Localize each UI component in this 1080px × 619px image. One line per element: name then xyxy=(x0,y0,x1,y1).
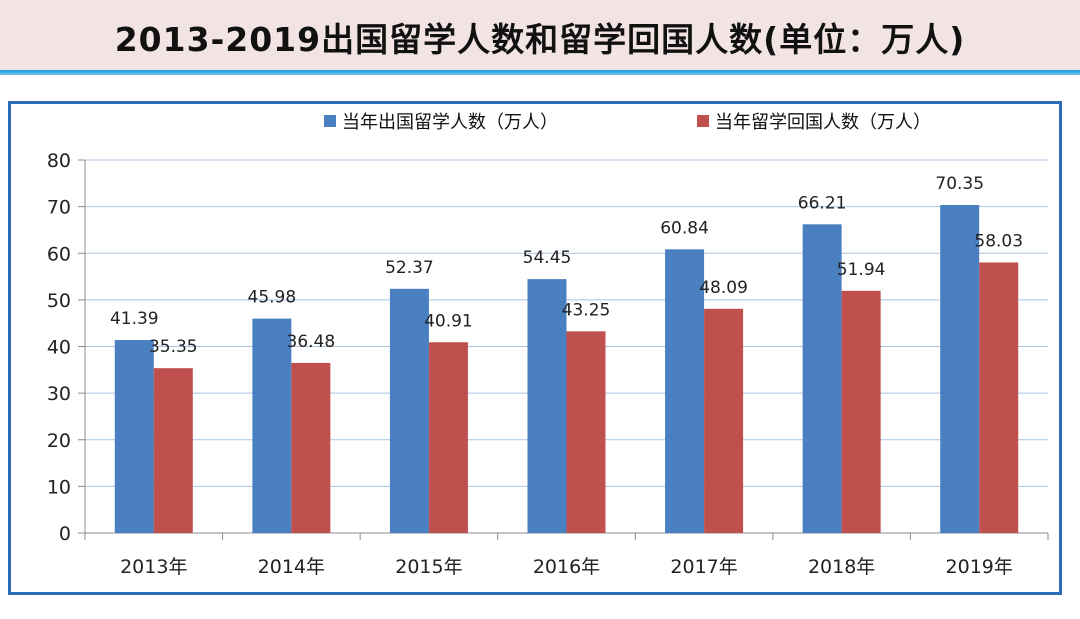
title-band xyxy=(0,0,1080,72)
bar-outbound xyxy=(802,224,842,533)
title-underline xyxy=(0,70,1080,75)
bar-returned xyxy=(979,262,1019,533)
bar-outbound xyxy=(665,249,705,533)
bar-returned xyxy=(428,342,468,533)
y-tick-label: 80 xyxy=(47,150,71,172)
page-title: 2013-2019出国留学人数和留学回国人数(单位：万人) xyxy=(114,20,966,59)
bar-outbound xyxy=(114,340,154,533)
data-label: 60.84 xyxy=(660,218,709,238)
x-tick-label: 2018年 xyxy=(808,556,875,578)
y-tick-label: 40 xyxy=(47,337,71,359)
data-label: 66.21 xyxy=(798,193,847,213)
y-tick-label: 20 xyxy=(47,430,71,452)
legend-swatch xyxy=(697,115,709,127)
x-tick-label: 2015年 xyxy=(395,556,462,578)
legend-swatch xyxy=(324,115,336,127)
x-tick-label: 2013年 xyxy=(120,556,187,578)
bar-outbound xyxy=(940,204,980,534)
y-tick-label: 10 xyxy=(47,476,71,498)
bar-outbound xyxy=(252,318,292,533)
bar-outbound xyxy=(527,279,567,533)
bar-returned xyxy=(841,290,881,533)
data-label: 58.03 xyxy=(974,231,1023,251)
data-label: 70.35 xyxy=(935,174,984,194)
x-tick-label: 2017年 xyxy=(670,556,737,578)
data-label: 43.25 xyxy=(562,300,611,320)
x-tick-label: 2016年 xyxy=(533,556,600,578)
data-label: 52.37 xyxy=(385,258,434,278)
data-label: 54.45 xyxy=(523,248,572,268)
y-tick-label: 30 xyxy=(47,383,71,405)
x-tick-label: 2014年 xyxy=(258,556,325,578)
data-label: 36.48 xyxy=(287,332,336,352)
y-tick-label: 0 xyxy=(59,523,71,545)
data-label: 45.98 xyxy=(248,288,297,308)
bar-outbound xyxy=(389,288,429,533)
data-label: 40.91 xyxy=(424,311,473,331)
bar-returned xyxy=(291,362,331,533)
data-label: 51.94 xyxy=(837,260,886,280)
data-label: 35.35 xyxy=(149,337,198,357)
legend-label: 当年留学回国人数（万人） xyxy=(715,112,931,133)
data-label: 48.09 xyxy=(699,278,748,298)
y-tick-label: 70 xyxy=(47,197,71,219)
legend-label: 当年出国留学人数（万人） xyxy=(342,112,558,133)
x-tick-label: 2019年 xyxy=(946,556,1013,578)
y-tick-label: 50 xyxy=(47,290,71,312)
data-label: 41.39 xyxy=(110,309,159,329)
bar-returned xyxy=(566,331,606,533)
bar-returned xyxy=(704,308,744,533)
bar-returned xyxy=(153,368,193,533)
y-tick-label: 60 xyxy=(47,243,71,265)
